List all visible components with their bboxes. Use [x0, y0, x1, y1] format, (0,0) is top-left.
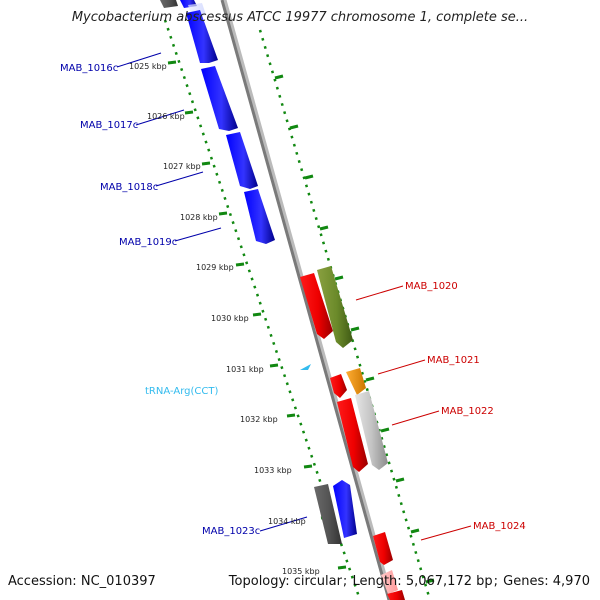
sequence-summary: Topology: circular; Length: 5,067,172 bp…: [228, 574, 590, 589]
gene-label-mab-1018c[interactable]: MAB_1018c: [100, 182, 158, 193]
gene-arrow-mab-1023c-a[interactable]: [314, 484, 342, 544]
gene-arrow-partial-bottom-red[interactable]: [387, 590, 405, 600]
leader-lines-forward: [355, 285, 472, 541]
ruler-tick-label: 1033 kbp: [254, 466, 292, 475]
ruler-tick-label: 1032 kbp: [240, 415, 278, 424]
gene-arrow-mab-1022-a[interactable]: [337, 398, 368, 472]
gene-arrow-mab-1023c-b[interactable]: [333, 480, 357, 538]
gene-label-mab-1021[interactable]: MAB_1021: [427, 355, 480, 366]
ruler-tick-label: 1026 kbp: [147, 112, 185, 121]
topology-label: Topology:: [228, 574, 290, 589]
accession-label: Accession:: [8, 574, 77, 589]
map-title: Mycobacterium abscessus ATCC 19977 chrom…: [71, 10, 529, 25]
leader-lines-reverse: [116, 52, 308, 532]
ruler-tick-label: 1028 kbp: [180, 213, 218, 222]
gene-arrow-partial-bottom-pink[interactable]: [381, 570, 398, 594]
ruler-tick-label: 1031 kbp: [226, 365, 264, 374]
gene-label-trna-arg-cct[interactable]: tRNA-Arg(CCT): [145, 386, 218, 397]
gene-arrow-mab-1022-b[interactable]: [355, 391, 388, 470]
gene-label-mab-1016c[interactable]: MAB_1016c: [60, 63, 118, 74]
gene-arrow-mab-1019c[interactable]: [244, 189, 275, 244]
topology-value: circular: [293, 574, 342, 589]
length-label: Length:: [352, 574, 402, 589]
gene-label-mab-1019c[interactable]: MAB_1019c: [119, 237, 177, 248]
ruler-tick-label: 1029 kbp: [196, 263, 234, 272]
ruler-tick-label: 1027 kbp: [163, 162, 201, 171]
gene-arrow-mab-1017c[interactable]: [201, 66, 238, 131]
length-value: 5,067,172 bp: [405, 574, 493, 589]
genes-value: 4,970: [552, 574, 590, 589]
accession-info: Accession: NC_010397: [8, 574, 156, 589]
genes-label: Genes:: [503, 574, 549, 589]
gene-arrow-partial-top-gray[interactable]: [160, 0, 178, 8]
gene-label-mab-1024[interactable]: MAB_1024: [473, 521, 526, 532]
gene-arrow-mab-1021-a[interactable]: [330, 374, 347, 398]
gene-arrow-mab-1018c[interactable]: [226, 132, 258, 189]
ruler-tick-label: 1025 kbp: [129, 62, 167, 71]
ruler-tick-label: 1030 kbp: [211, 314, 249, 323]
gene-arrow-mab-1020-b[interactable]: [317, 266, 353, 348]
chromosome-backbone: [220, 0, 391, 600]
gene-label-mab-1017c[interactable]: MAB_1017c: [80, 120, 138, 131]
accession-value: NC_010397: [80, 574, 156, 589]
trna-arg-cct-marker[interactable]: [300, 364, 311, 370]
ruler-tick-label: 1034 kbp: [268, 517, 306, 526]
gene-arrow-mab-1016c[interactable]: [186, 10, 218, 63]
gene-label-mab-1022[interactable]: MAB_1022: [441, 406, 494, 417]
gene-label-mab-1023c[interactable]: MAB_1023c: [202, 526, 260, 537]
gene-label-mab-1020[interactable]: MAB_1020: [405, 281, 458, 292]
gene-arrow-mab-1020-a[interactable]: [300, 273, 333, 339]
ruler-tick-label: 1035 kbp: [282, 567, 320, 576]
ruler-major-ticks-right: [274, 74, 435, 584]
gene-arrow-mab-1021-b[interactable]: [346, 368, 366, 395]
gene-arrow-mab-1024[interactable]: [373, 532, 393, 565]
